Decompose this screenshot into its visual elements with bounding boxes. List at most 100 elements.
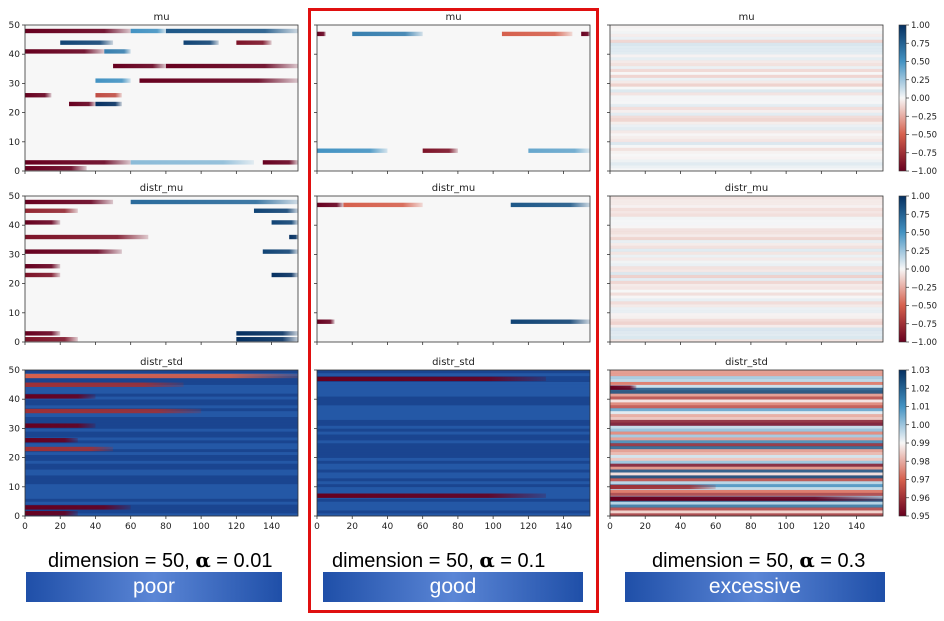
caption-suffix: = 0.01 (210, 550, 273, 572)
heatmap-stripe (510, 202, 590, 208)
heatmap-row (25, 507, 298, 511)
x-tick-label: 100 (778, 522, 795, 532)
plot-title: distr_std (725, 357, 768, 368)
heatmap-row (610, 448, 883, 453)
plot-title: distr_mu (432, 183, 475, 194)
heatmap-row (610, 378, 883, 382)
heatmap-row (610, 428, 883, 432)
heatmap-row (610, 210, 883, 214)
x-tick-label: 140 (848, 522, 865, 532)
heatmap-row (610, 30, 883, 35)
heatmap-row (610, 407, 883, 412)
heatmap-background (25, 25, 298, 171)
caption-prefix: dimension = 50, (332, 550, 480, 572)
heatmap-row (317, 451, 590, 455)
heatmap-row (610, 42, 883, 46)
heatmap-stripe (25, 28, 131, 34)
heatmap-row (610, 236, 883, 241)
heatmap-row (25, 483, 298, 488)
heatmap-row (25, 513, 298, 517)
heatmap-stripe (165, 63, 298, 69)
heatmap-row (610, 245, 883, 249)
x-tick-label: 120 (520, 522, 537, 532)
heatmap-row (610, 165, 883, 169)
heatmap-row (610, 153, 883, 157)
heatmap-row (610, 156, 883, 160)
plot-frame (609, 24, 884, 172)
heatmap-row (25, 466, 298, 470)
plot-title: distr_mu (140, 183, 183, 194)
heatmap-stripe (262, 249, 298, 254)
heatmap-row (610, 327, 883, 331)
heatmap-stripe (253, 208, 298, 213)
heatmap-row (610, 513, 883, 517)
heatmap-row (610, 65, 883, 70)
heatmap-row (25, 510, 298, 514)
heatmap-row (610, 71, 883, 75)
x-tick-label: 80 (745, 522, 757, 532)
heatmap-stripe (610, 496, 883, 501)
x-tick-label: 80 (160, 522, 172, 532)
plot-frame (609, 195, 884, 343)
x-tick-label: 60 (417, 522, 429, 532)
colorbar-tick-label: −0.75 (911, 320, 937, 330)
heatmap-row (610, 443, 883, 447)
heatmap-row (610, 390, 883, 394)
heatmap-row (317, 393, 590, 397)
heatmap-row (25, 413, 298, 418)
heatmap-row (610, 225, 883, 229)
plot-frame (609, 369, 884, 517)
caption-prefix: dimension = 50, (652, 550, 800, 572)
colorbar-tick-label: 0.00 (911, 265, 930, 275)
heatmap-row (610, 387, 883, 391)
heatmap-row (610, 399, 883, 403)
heatmap-row (610, 295, 883, 299)
heatmap-stripe (236, 337, 298, 342)
heatmap-stripe (317, 376, 546, 382)
heatmap-row (610, 289, 883, 293)
heatmap-stripe (113, 63, 166, 69)
alpha-symbol: α (799, 548, 815, 572)
caption-column-3: dimension = 50, α = 0.3 (652, 548, 865, 573)
plot-title: mu (153, 12, 169, 23)
heatmap-row (610, 147, 883, 151)
heatmap-row (25, 501, 298, 505)
heatmap-row (25, 498, 298, 502)
plot-frame (316, 24, 591, 172)
colorbar-gradient (898, 369, 907, 517)
x-tick-label: 120 (813, 522, 830, 532)
heatmap-stripe (317, 202, 344, 208)
heatmap-row (317, 431, 590, 435)
y-tick-label: 30 (9, 424, 21, 434)
heatmap-row (610, 269, 883, 273)
heatmap-row (25, 443, 298, 447)
heatmap-row (610, 280, 883, 284)
colorbar-tick-label: 0.50 (911, 229, 930, 239)
badge-good: good (323, 572, 583, 602)
heatmap-stripe (104, 49, 131, 54)
x-tick-label: 80 (452, 522, 464, 532)
heatmap-row (610, 309, 883, 314)
heatmap-row (317, 448, 590, 453)
heatmap-stripe (271, 272, 298, 278)
heatmap-stripe (236, 331, 298, 336)
heatmap-row (610, 233, 883, 238)
heatmap-row (317, 405, 590, 409)
heatmap-row (317, 498, 590, 502)
heatmap-row (610, 204, 883, 208)
heatmap-row (25, 378, 298, 382)
y-tick-label: 10 (9, 309, 21, 319)
heatmap-row (610, 33, 883, 37)
heatmap-row (610, 51, 883, 55)
heatmap-row (317, 480, 590, 485)
heatmap-row (317, 457, 590, 461)
heatmap-row (317, 387, 590, 391)
heatmap-row (610, 460, 883, 464)
heatmap-stripe (25, 331, 61, 336)
heatmap-row (317, 489, 590, 493)
heatmap-row (317, 475, 590, 479)
heatmap-row (317, 396, 590, 400)
heatmap-row (610, 292, 883, 296)
heatmap-row (610, 510, 883, 514)
heatmap-row (610, 431, 883, 435)
